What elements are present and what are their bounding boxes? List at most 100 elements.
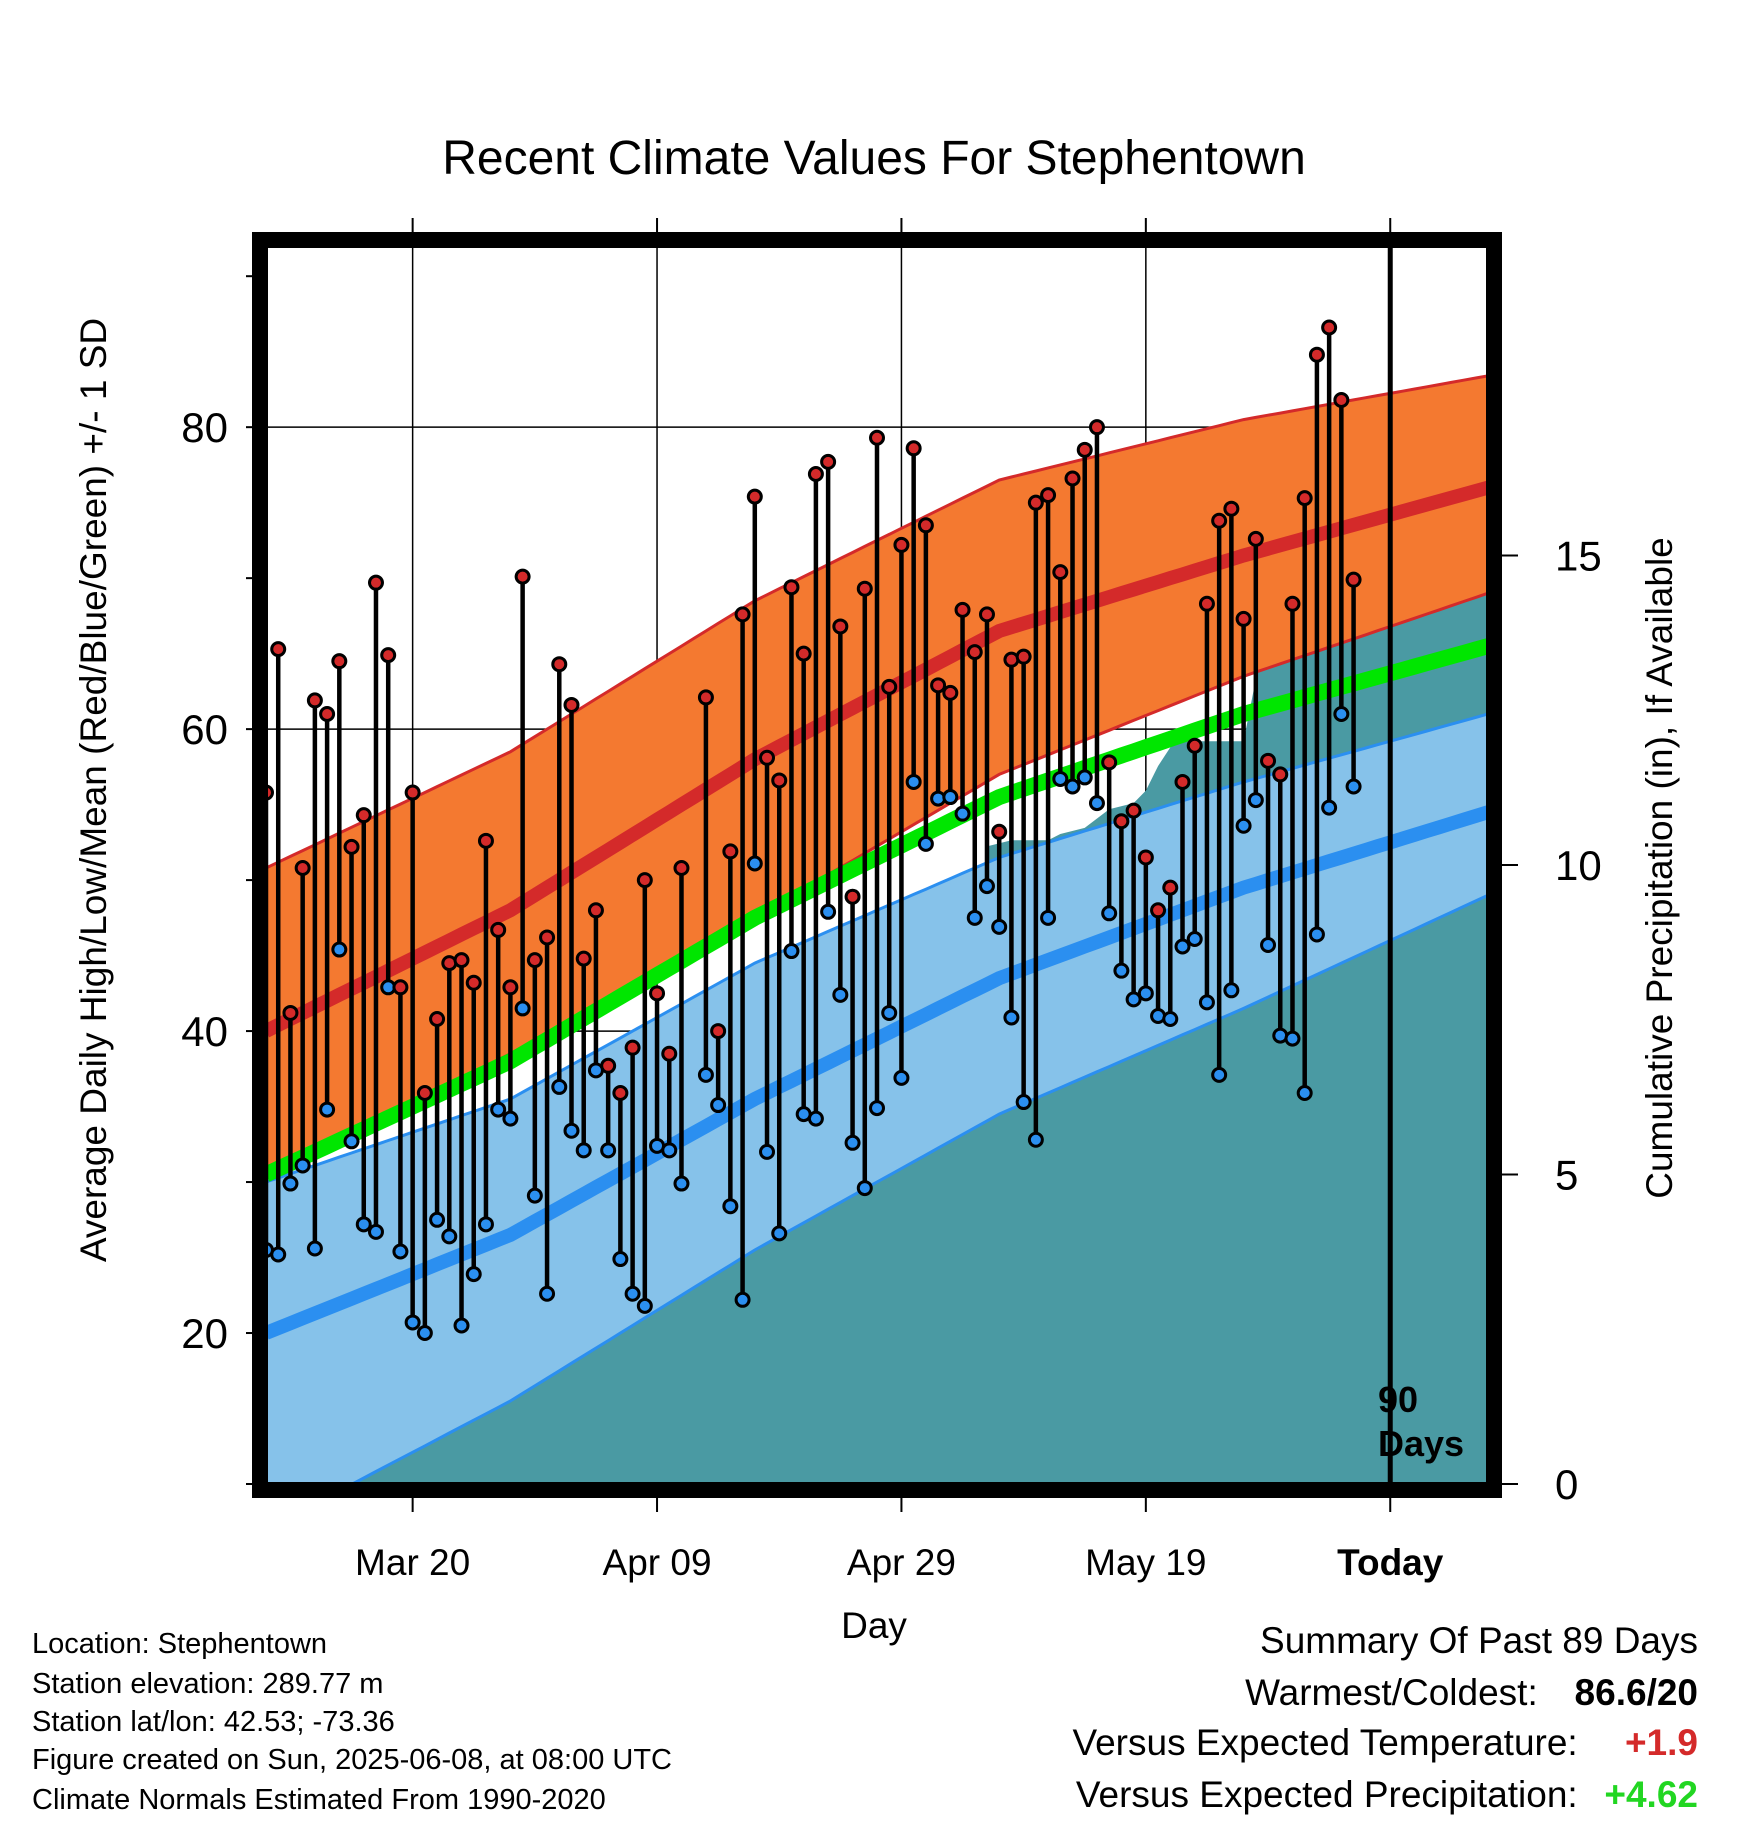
daily-low-point [710, 1097, 727, 1114]
daily-low-point [441, 1228, 458, 1245]
summary-warm-cold-row: Warmest/Coldest: 86.6/20 [1245, 1672, 1698, 1714]
daily-low-point [343, 1133, 360, 1150]
daily-high-point [881, 678, 898, 695]
daily-high-point [514, 568, 531, 585]
daily-high-point [991, 823, 1008, 840]
daily-high-point [453, 952, 470, 969]
daily-high-point [331, 653, 348, 670]
daily-high-point [587, 902, 604, 919]
x-tick-label: Apr 09 [603, 1542, 712, 1583]
daily-high-point [380, 647, 397, 664]
axes-group: 20 40 60 80 0 5 10 15 Mar 20 Apr 09 Apr 29 May 19 To… [181, 218, 1602, 1583]
daily-low-point [600, 1142, 617, 1159]
daily-high-point [869, 429, 885, 446]
daily-high-point [563, 696, 580, 713]
daily-high-point [1137, 849, 1154, 866]
summary-warmest: 86.6 [1574, 1672, 1647, 1713]
daily-low-point [563, 1122, 580, 1139]
daily-high-point [722, 843, 739, 860]
daily-low-point [1113, 962, 1130, 979]
y-right-tick-label: 10 [1555, 842, 1602, 889]
daily-high-point [270, 641, 287, 658]
daily-high-point [954, 601, 971, 618]
info-created: Figure created on Sun, 2025-06-08, at 08… [32, 1744, 672, 1776]
daily-high-point [306, 692, 323, 709]
daily-high-point [710, 1023, 727, 1040]
summary-precip-row: Versus Expected Precipitation: +4.62 [1076, 1774, 1698, 1816]
daily-high-point [1150, 902, 1167, 919]
y-right-tick-label: 15 [1555, 533, 1602, 580]
daily-low-point [355, 1216, 372, 1233]
daily-high-point [526, 952, 543, 969]
daily-low-point [575, 1142, 592, 1159]
daily-high-point [661, 1045, 678, 1062]
y-axis-left-label: Average Daily High/Low/Mean (Red/Blue/Gr… [73, 318, 114, 1262]
x-tick-label: Mar 20 [355, 1542, 470, 1583]
daily-high-point [636, 872, 653, 889]
x-tick-label: Apr 29 [847, 1542, 956, 1583]
daily-high-point [1345, 571, 1362, 588]
daily-high-point [624, 1039, 641, 1056]
daily-high-point [1076, 441, 1093, 458]
daily-low-point [783, 943, 800, 960]
daily-high-point [1125, 802, 1142, 819]
daily-low-point [1064, 778, 1081, 795]
daily-low-point [624, 1285, 641, 1302]
daily-high-point [1113, 813, 1130, 830]
daily-low-point [416, 1325, 433, 1342]
daily-low-point [746, 855, 763, 872]
daily-high-point [1101, 754, 1118, 771]
daily-low-point [881, 1004, 898, 1021]
daily-low-point [1174, 938, 1191, 955]
daily-low-point [954, 805, 971, 822]
daily-high-point [917, 517, 934, 534]
daily-high-point [1088, 419, 1105, 436]
daily-low-point [404, 1314, 421, 1331]
daily-high-point [294, 860, 311, 877]
daily-high-point [1223, 500, 1240, 517]
daily-high-point [673, 860, 690, 877]
daily-high-point [612, 1084, 629, 1101]
daily-low-point [734, 1291, 751, 1308]
daily-high-point [697, 689, 714, 706]
daily-low-point [844, 1134, 861, 1151]
daily-low-point [1308, 926, 1325, 943]
daily-high-point [844, 888, 861, 905]
daily-high-point [465, 974, 482, 991]
today-annotation-days-count: 90 [1378, 1379, 1418, 1420]
daily-high-point [1321, 319, 1338, 336]
y-right-tick-label: 5 [1555, 1152, 1578, 1199]
daily-low-point [319, 1101, 336, 1118]
daily-low-point [636, 1297, 653, 1314]
daily-low-point [514, 1000, 531, 1017]
daily-high-point [820, 453, 837, 470]
daily-high-point [539, 929, 556, 946]
daily-high-point [807, 465, 824, 482]
daily-low-point [453, 1317, 470, 1334]
daily-high-point [319, 706, 336, 723]
daily-high-point [551, 656, 568, 673]
daily-high-point [490, 921, 507, 938]
daily-high-point [600, 1057, 617, 1074]
daily-high-point [1235, 610, 1252, 627]
daily-low-point [759, 1143, 776, 1160]
daily-low-point [1223, 982, 1240, 999]
daily-high-point [930, 677, 947, 694]
daily-low-point [820, 903, 837, 920]
daily-high-point [759, 749, 776, 766]
daily-low-point [367, 1223, 384, 1240]
daily-high-point [392, 979, 409, 996]
daily-high-point [429, 1010, 446, 1027]
y-axis-right-label: Cumulative Precipitation (in), If Availa… [1639, 537, 1680, 1199]
daily-low-point [477, 1216, 494, 1233]
daily-low-point [294, 1157, 311, 1174]
daily-low-point [1321, 799, 1338, 816]
daily-high-point [1198, 595, 1215, 612]
daily-high-point [1308, 346, 1325, 363]
x-tick-label: Today [1337, 1542, 1444, 1583]
daily-values-group [266, 319, 1362, 1342]
daily-low-point [1186, 930, 1203, 947]
daily-low-point [526, 1187, 543, 1204]
daily-low-point [697, 1066, 714, 1083]
